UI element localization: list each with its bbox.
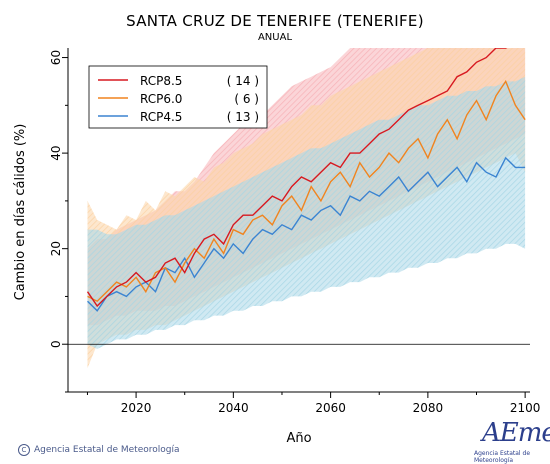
logo-text: AEmet bbox=[482, 418, 550, 448]
series-line-rcp45 bbox=[87, 156, 526, 312]
legend-count: ( 13 ) bbox=[227, 110, 259, 124]
legend-label: RCP6.0 bbox=[140, 92, 182, 106]
plot-area bbox=[68, 48, 530, 369]
y-tick-label: 0 bbox=[49, 340, 63, 348]
x-tick-label: 2100 bbox=[510, 401, 541, 415]
y-axis-label: Cambio en días cálidos (%) bbox=[13, 124, 28, 301]
legend: RCP8.5 ( 14 ) RCP6.0 ( 6 ) RCP4.5 ( 13 ) bbox=[88, 65, 268, 129]
legend-box bbox=[88, 65, 268, 129]
x-tick-label: 2040 bbox=[218, 401, 249, 415]
legend-count: ( 6 ) bbox=[234, 92, 259, 106]
footer-credit-text: Agencia Estatal de Meteorología bbox=[34, 445, 180, 455]
x-tick-label: 2060 bbox=[315, 401, 346, 415]
series-line-rcp85 bbox=[86, 48, 508, 308]
logo-subtext: Agencia Estatal de Meteorología bbox=[474, 450, 531, 464]
x-tick-label: 2080 bbox=[413, 401, 444, 415]
chart-subtitle: ANUAL bbox=[257, 32, 293, 43]
y-tick-label: 60 bbox=[49, 50, 63, 65]
x-axis-label: Año bbox=[286, 431, 311, 446]
y-tick-label: 20 bbox=[49, 241, 63, 256]
footer-credit: C Agencia Estatal de Meteorología bbox=[18, 444, 180, 456]
legend-count: ( 14 ) bbox=[227, 74, 259, 88]
legend-label: RCP8.5 bbox=[140, 74, 182, 88]
chart-title: SANTA CRUZ DE TENERIFE (TENERIFE) bbox=[126, 12, 424, 30]
band-rcp45 bbox=[87, 76, 526, 349]
y-tick-label: 40 bbox=[49, 145, 63, 160]
x-tick-label: 2020 bbox=[121, 401, 152, 415]
copyright-icon: C bbox=[18, 444, 30, 456]
legend-label: RCP4.5 bbox=[140, 110, 182, 124]
